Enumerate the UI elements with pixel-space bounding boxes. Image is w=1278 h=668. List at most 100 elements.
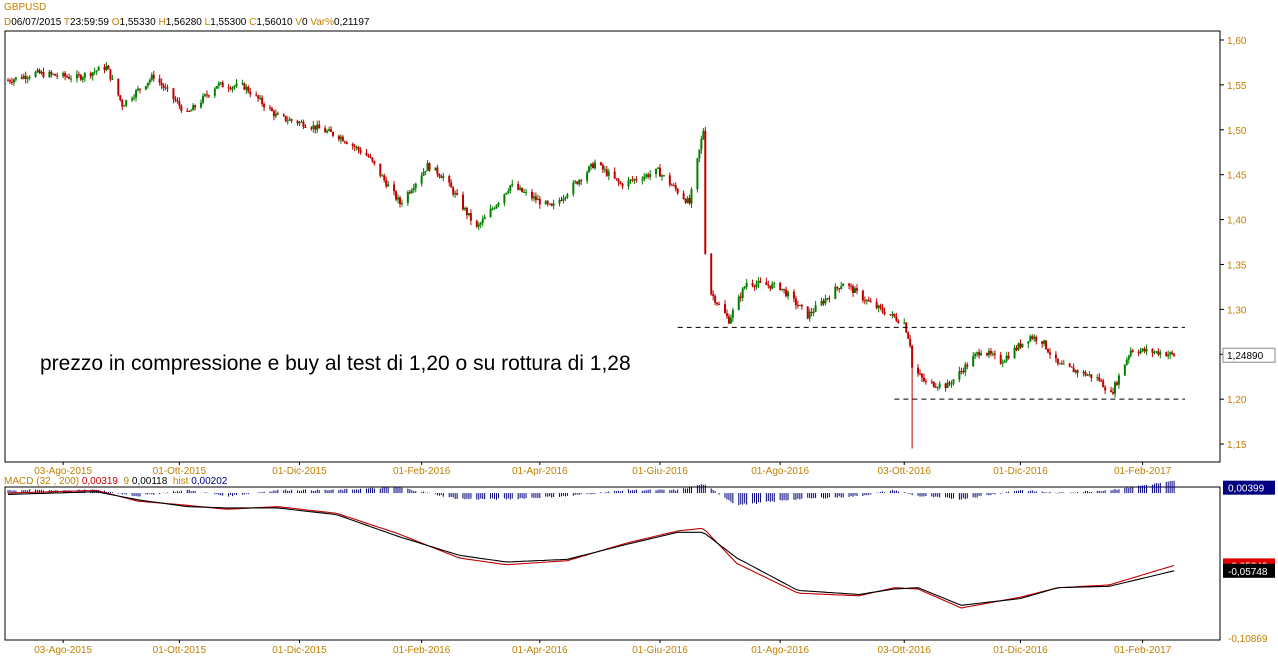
candle-body bbox=[117, 78, 120, 96]
symbol-title: GBPUSD bbox=[4, 2, 47, 13]
candle-body bbox=[1157, 351, 1160, 355]
candle-body bbox=[194, 105, 197, 108]
candle-body bbox=[42, 71, 45, 78]
candle-body bbox=[593, 162, 596, 169]
candle-body bbox=[698, 149, 701, 159]
candle-body bbox=[146, 82, 149, 87]
candle-body bbox=[917, 367, 920, 374]
candle-body bbox=[792, 291, 795, 299]
candle-body bbox=[395, 191, 398, 200]
candle-body bbox=[158, 78, 161, 83]
candle-body bbox=[1115, 382, 1118, 385]
candle-body bbox=[676, 188, 679, 194]
candle-body bbox=[341, 136, 344, 142]
candle-body bbox=[162, 85, 165, 88]
candle-body bbox=[296, 120, 299, 124]
candle-body bbox=[519, 187, 522, 190]
candle-body bbox=[469, 213, 472, 221]
candle-body bbox=[725, 313, 728, 317]
candle-body bbox=[1139, 350, 1142, 354]
macd-header: MACD (32 , 200) 0,00319 9 0,00118 hist 0… bbox=[4, 476, 227, 487]
candle-body bbox=[741, 288, 744, 298]
candle-body bbox=[773, 282, 776, 284]
candle-body bbox=[631, 179, 634, 181]
candle-body bbox=[1029, 336, 1032, 342]
candle-body bbox=[855, 288, 858, 291]
candle-body bbox=[26, 77, 29, 79]
price-y-tick-label: 1,15 bbox=[1227, 440, 1247, 451]
candle-body bbox=[842, 283, 845, 287]
candle-body bbox=[483, 217, 486, 220]
candle-body bbox=[767, 284, 770, 286]
candle-body bbox=[924, 381, 927, 383]
candle-body bbox=[493, 208, 496, 210]
candle-body bbox=[702, 130, 705, 139]
candle-body bbox=[1096, 377, 1099, 379]
candle-body bbox=[723, 304, 726, 314]
candle-body bbox=[442, 176, 445, 179]
candle-body bbox=[976, 352, 979, 354]
candle-body bbox=[1019, 343, 1022, 348]
candle-body bbox=[952, 379, 955, 384]
candle-body bbox=[1084, 371, 1087, 376]
candle-body bbox=[131, 98, 134, 101]
candle-body bbox=[759, 280, 762, 283]
close-value: 1,56010 bbox=[256, 17, 293, 28]
candle-body bbox=[81, 77, 84, 80]
candle-body bbox=[180, 105, 183, 111]
candle-body bbox=[739, 296, 742, 298]
candle-body bbox=[125, 100, 128, 106]
candle-body bbox=[339, 136, 342, 140]
candle-body bbox=[205, 94, 208, 96]
hist-value: 0,00202 bbox=[191, 476, 228, 487]
candle-body bbox=[24, 75, 27, 79]
candle-body bbox=[1062, 363, 1065, 365]
candle-body bbox=[1088, 374, 1091, 376]
candle-body bbox=[52, 74, 55, 76]
candle-body bbox=[1086, 374, 1089, 376]
candle-body bbox=[138, 88, 141, 90]
candle-body bbox=[672, 185, 675, 187]
candle-body bbox=[440, 176, 443, 179]
close-key: C bbox=[249, 17, 257, 28]
candle-body bbox=[412, 188, 415, 191]
candle-body bbox=[550, 203, 553, 206]
candle-body bbox=[911, 345, 914, 368]
candle-body bbox=[1173, 353, 1176, 356]
price-x-tick-label: 03-Ott-2016 bbox=[878, 466, 932, 477]
candle-body bbox=[135, 90, 138, 98]
candle-body bbox=[1072, 367, 1075, 373]
candle-body bbox=[783, 288, 786, 290]
candle-body bbox=[544, 201, 547, 205]
var-key: Var% bbox=[310, 17, 335, 28]
candle-body bbox=[406, 191, 409, 204]
candle-body bbox=[932, 381, 935, 388]
price-y-tick-label: 1,50 bbox=[1227, 126, 1247, 137]
candle-body bbox=[353, 146, 356, 148]
candle-body bbox=[229, 88, 232, 90]
candle-body bbox=[785, 289, 788, 297]
candle-body bbox=[91, 72, 94, 77]
candle-body bbox=[1074, 370, 1077, 373]
candle-body bbox=[28, 76, 31, 78]
candle-body bbox=[357, 147, 360, 150]
candle-body bbox=[227, 87, 230, 89]
candle-body bbox=[272, 111, 275, 117]
candle-body bbox=[38, 69, 41, 74]
candle-body bbox=[95, 70, 98, 72]
candle-body bbox=[215, 86, 218, 89]
candle-body bbox=[948, 382, 951, 384]
candle-body bbox=[920, 374, 923, 378]
candle-body bbox=[1098, 377, 1101, 381]
volume-value: 0 bbox=[301, 17, 308, 28]
candle-body bbox=[891, 313, 894, 316]
candle-body bbox=[822, 300, 825, 304]
candle-body bbox=[166, 87, 169, 89]
macd-x-tick-label: 03-Ago-2015 bbox=[34, 645, 92, 656]
candle-body bbox=[397, 197, 400, 200]
candle-body bbox=[247, 86, 250, 92]
high-value: 1,56280 bbox=[165, 17, 202, 28]
candle-body bbox=[627, 180, 630, 187]
candle-body bbox=[1060, 363, 1063, 365]
